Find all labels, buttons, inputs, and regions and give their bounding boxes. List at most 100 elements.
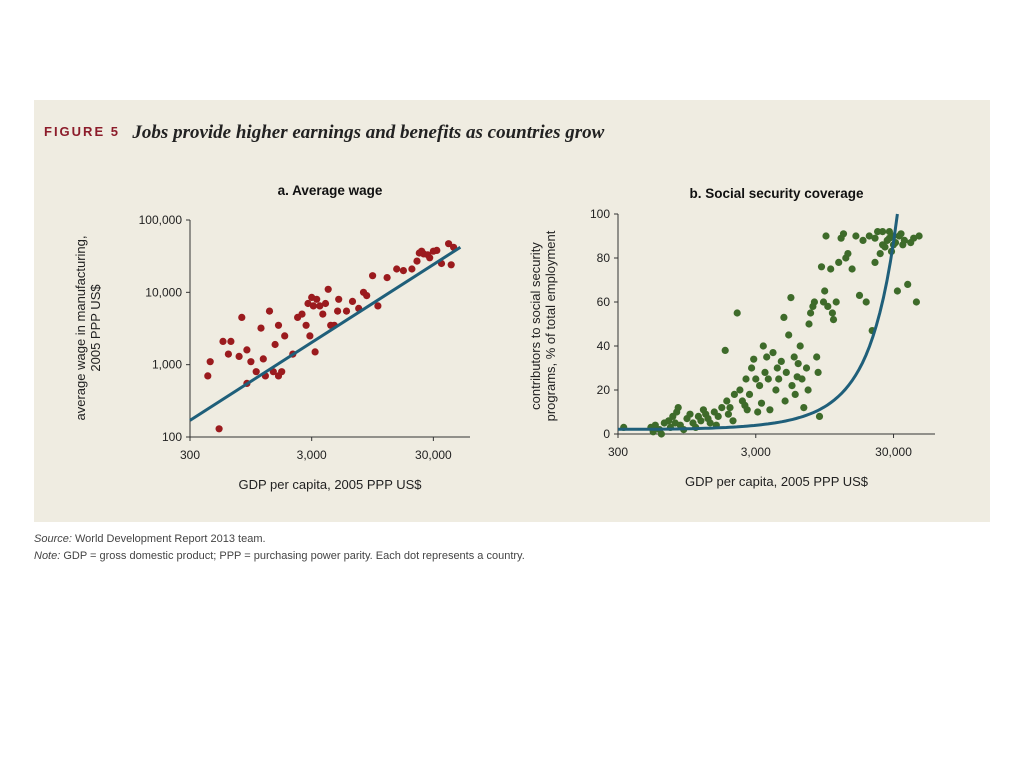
data-point [915,232,923,240]
figure-notes: Source: World Development Report 2013 te… [34,531,525,565]
data-point [259,355,267,363]
data-point [807,309,815,317]
data-point [796,342,804,350]
data-point [828,309,837,317]
data-point [752,375,760,383]
data-point [271,340,279,349]
x-tick-label: 300 [608,445,628,459]
figure-label: FIGURE 5 [44,124,120,139]
y-tick-label: 60 [597,295,611,309]
data-point [764,375,772,383]
data-point [313,295,321,303]
data-point [674,404,682,412]
data-point [335,295,343,303]
data-point [743,406,751,414]
data-point [278,368,286,376]
data-point [790,353,798,361]
data-point [787,294,795,302]
data-point [714,412,722,420]
data-point [785,331,793,339]
data-point [718,404,726,412]
data-point [763,353,771,361]
data-point [729,417,737,425]
data-point [745,390,754,398]
data-point [824,302,832,310]
data-point [348,297,357,305]
data-point [742,375,750,383]
data-point [306,332,314,340]
data-point [724,410,733,418]
data-point [754,408,762,416]
data-point [832,298,840,306]
data-point [865,232,873,240]
data-point [782,368,790,376]
data-point [835,258,843,266]
data-point [900,236,909,244]
data-point [798,375,806,383]
chart-social-security: b. Social security coverage 0 20 40 60 80 100 3… [528,186,935,489]
data-point [814,368,822,376]
data-point [761,368,769,376]
figure-header: FIGURE 5 Jobs provide higher earnings an… [44,122,604,144]
data-point [881,243,889,251]
chart-title: a. Average wage [278,183,383,198]
data-point [893,287,902,295]
data-point [433,246,441,254]
data-point [369,272,377,280]
data-point [804,386,812,394]
data-point [805,320,813,328]
x-tick-label: 30,000 [875,445,912,459]
data-point [757,399,766,407]
x-tick-label: 30,000 [415,448,452,462]
data-point [219,337,227,345]
data-point [859,236,867,244]
data-point [227,337,235,345]
data-point [844,250,852,258]
data-point [829,316,838,324]
data-point [399,267,407,275]
data-point [265,307,274,315]
data-point [252,368,260,376]
data-point [817,263,826,271]
data-point [445,240,453,248]
trend-line [189,245,462,422]
data-point [274,321,283,329]
data-point [802,364,811,372]
data-point [311,348,319,356]
data-point [721,346,729,354]
data-point [723,397,731,405]
data-point [871,258,879,266]
data-point [319,310,327,318]
x-tick-label: 3,000 [297,448,327,462]
data-point [342,307,351,315]
y-tick-label: 0 [603,427,610,441]
data-point [302,321,310,329]
data-point [769,349,777,357]
data-point [821,287,829,295]
data-point [848,265,856,273]
data-point [697,417,705,425]
data-point [756,382,764,390]
y-axis-label: contributors to social security [528,242,543,410]
data-point [281,332,289,340]
data-point [238,313,246,321]
trend-curve [618,213,899,431]
data-point [800,404,808,412]
data-point [730,390,739,398]
data-point [766,406,774,414]
data-point [748,364,756,372]
data-point [736,386,744,394]
y-tick-label: 100 [162,430,182,444]
data-point [780,313,788,321]
source-note: Source: World Development Report 2013 te… [34,531,525,548]
data-point [304,299,312,308]
data-point [788,382,796,390]
x-tick-label: 300 [180,448,200,462]
data-point [316,302,324,310]
data-point [852,232,860,240]
data-point [910,234,918,242]
data-point [876,250,884,258]
data-point [686,410,694,418]
chart-average-wage: a. Average wage 100 1,000 10,000 100,000 300 3… [73,183,470,492]
